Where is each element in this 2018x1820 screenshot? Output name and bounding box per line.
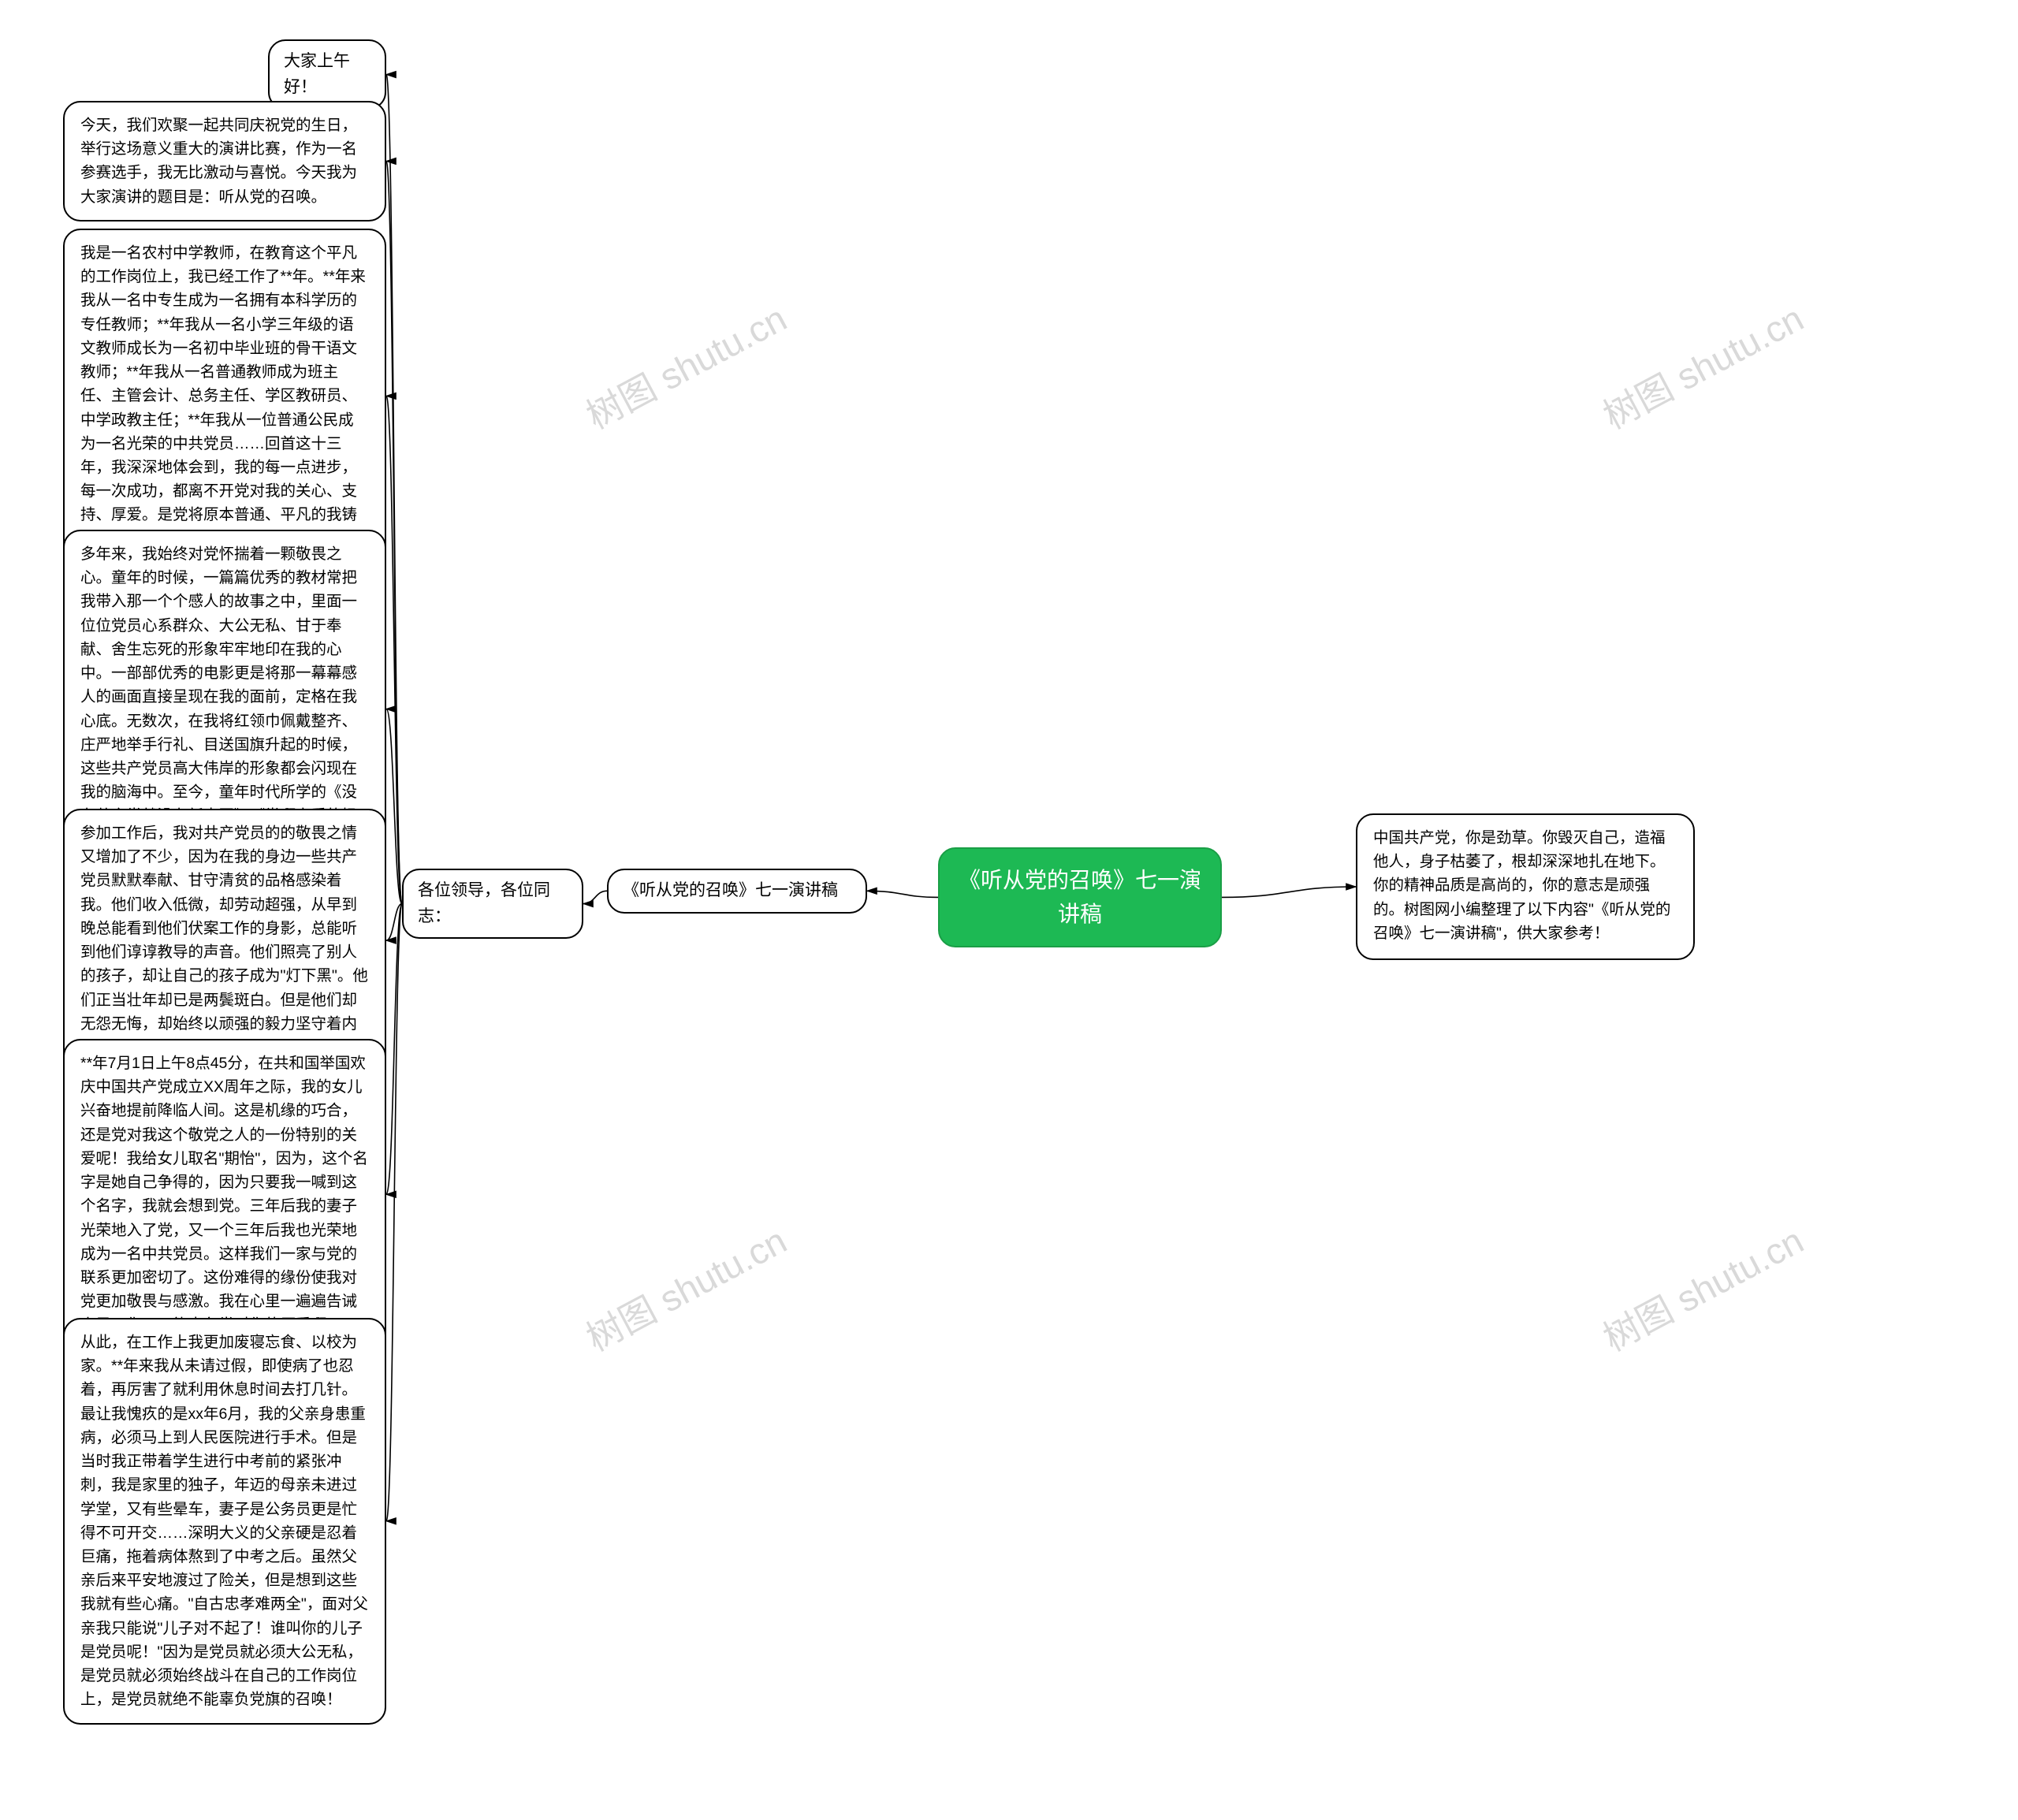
- leaf-6[interactable]: 从此，在工作上我更加废寝忘食、以校为家。**年来我从未请过假，即使病了也忍着，再…: [63, 1318, 386, 1725]
- leaf-4-text: 参加工作后，我对共产党员的的敬畏之情又增加了不少，因为在我的身边一些共产党员默默…: [80, 824, 368, 1056]
- right-summary-node[interactable]: 中国共产党，你是劲草。你毁灭自己，造福他人，身子枯萎了，根却深深地扎在地下。你的…: [1356, 813, 1695, 960]
- root-title-2: 讲稿: [959, 897, 1201, 931]
- root-title-1: 《听从党的召唤》七一演: [959, 863, 1201, 897]
- right-summary-text: 中国共产党，你是劲草。你毁灭自己，造福他人，身子枯萎了，根却深深地扎在地下。你的…: [1373, 829, 1670, 942]
- watermark-2: 树图 shutu.cn: [576, 1212, 795, 1361]
- leaf-1-text: 今天，我们欢聚一起共同庆祝党的生日，举行这场意义重大的演讲比赛，作为一名参赛选手…: [80, 117, 357, 206]
- branch-label: 《听从党的召唤》七一演讲稿: [623, 881, 838, 899]
- leaf-2[interactable]: 我是一名农村中学教师，在教育这个平凡的工作岗位上，我已经工作了**年。**年来我…: [63, 229, 386, 564]
- watermark-0: 树图 shutu.cn: [576, 290, 795, 439]
- leaf-0-text: 大家上午好！: [284, 52, 350, 96]
- leaf-4[interactable]: 参加工作后，我对共产党员的的敬畏之情又增加了不少，因为在我的身边一些共产党员默默…: [63, 809, 386, 1072]
- watermark-1: 树图 shutu.cn: [1593, 290, 1811, 439]
- root-node[interactable]: 《听从党的召唤》七一演 讲稿: [938, 847, 1222, 947]
- branch-node[interactable]: 《听从党的召唤》七一演讲稿: [607, 869, 867, 914]
- leaf-1[interactable]: 今天，我们欢聚一起共同庆祝党的生日，举行这场意义重大的演讲比赛，作为一名参赛选手…: [63, 101, 386, 221]
- leaf-0[interactable]: 大家上午好！: [268, 39, 386, 110]
- leaf-5[interactable]: **年7月1日上午8点45分，在共和国举国欢庆中国共产党成立XX周年之际，我的女…: [63, 1039, 386, 1350]
- sub-node[interactable]: 各位领导，各位同志：: [402, 869, 583, 939]
- sub-label: 各位领导，各位同志：: [418, 881, 550, 925]
- leaf-5-text: **年7月1日上午8点45分，在共和国举国欢庆中国共产党成立XX周年之际，我的女…: [80, 1055, 368, 1334]
- watermark-3: 树图 shutu.cn: [1593, 1212, 1811, 1361]
- leaf-6-text: 从此，在工作上我更加废寝忘食、以校为家。**年来我从未请过假，即使病了也忍着，再…: [80, 1334, 368, 1708]
- leaf-2-text: 我是一名农村中学教师，在教育这个平凡的工作岗位上，我已经工作了**年。**年来我…: [80, 244, 366, 548]
